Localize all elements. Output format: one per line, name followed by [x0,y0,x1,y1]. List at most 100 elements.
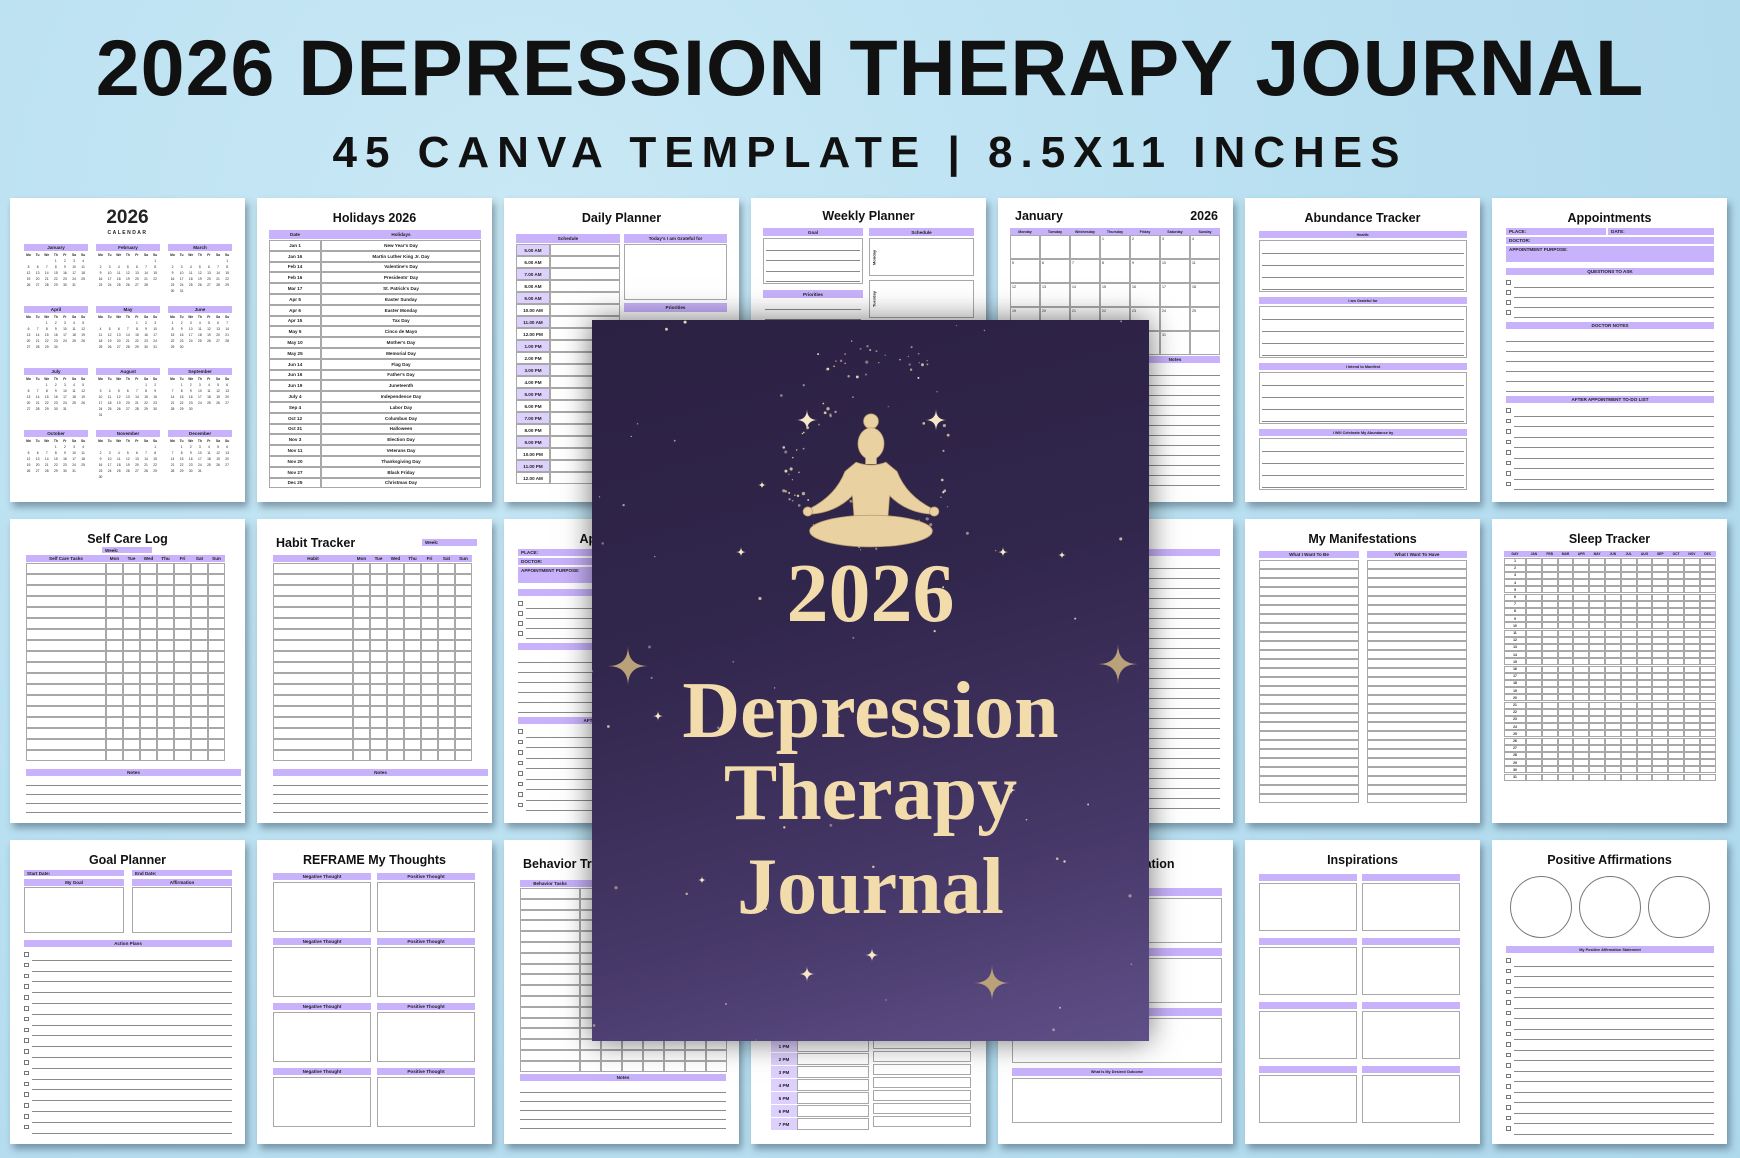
sparkle-dot [798,471,800,474]
checkbox[interactable] [24,1027,29,1033]
sleep-cell [1668,607,1684,616]
checkbox[interactable] [24,952,29,957]
calendar-day: 16 [188,457,193,461]
checkbox[interactable] [1506,1084,1511,1089]
sparkle-dot [1074,617,1077,620]
checkbox[interactable] [24,1114,29,1119]
checkbox[interactable] [518,771,523,776]
writing-cell [1367,713,1467,722]
sleep-cell [1668,694,1684,702]
checkbox[interactable] [1506,1000,1511,1005]
checkbox[interactable] [518,802,523,807]
sparkle-dot [852,396,854,398]
checkbox[interactable] [24,1016,29,1022]
calendar-day: 1 [45,383,48,387]
checkbox[interactable] [1506,418,1511,423]
checkbox[interactable] [518,760,523,765]
checkbox[interactable] [24,1103,29,1108]
sleep-cell [1699,715,1716,724]
checkbox[interactable] [518,631,523,636]
checkbox[interactable] [1506,408,1511,413]
checkbox[interactable] [518,729,523,734]
calendar-day: 12 [198,271,202,275]
checkbox[interactable] [1506,450,1511,455]
checkbox[interactable] [1506,280,1511,285]
checkbox[interactable] [1506,471,1511,476]
checkbox[interactable] [24,984,29,989]
sleep-cell [1636,701,1653,709]
checkbox[interactable] [1506,979,1511,984]
calendar-day: 29 [44,407,49,411]
checkbox[interactable] [1506,290,1511,295]
weekday-label: Fr [207,438,211,443]
checkbox[interactable] [518,750,523,755]
checkbox[interactable] [1506,958,1511,963]
check-cell [140,706,157,717]
sleep-cell [1636,737,1653,745]
calendar-day: 19 [198,277,202,281]
calendar-day: 22 [44,401,49,405]
check-cell [455,750,472,761]
checkbox[interactable] [1506,460,1511,465]
checkbox[interactable] [518,739,523,744]
checkbox[interactable] [1506,968,1511,973]
calendar-day: 13 [216,327,220,331]
checkbox[interactable] [1506,481,1511,486]
calendar-day: 30 [63,469,67,473]
checkbox[interactable] [1506,1010,1511,1015]
checkbox[interactable] [24,1038,29,1043]
checkbox[interactable] [518,781,523,786]
calendar-day: 17 [98,401,103,405]
calendar-day: 8 [45,327,48,331]
schedule-header: Schedule [869,228,974,236]
writing-cell [1367,614,1467,623]
checkbox[interactable] [1506,310,1511,315]
checkbox[interactable] [1506,989,1511,994]
checkbox[interactable] [1506,1031,1511,1036]
sleep-cell [1526,651,1542,659]
checkbox[interactable] [24,1124,29,1130]
sleep-cell [1557,672,1574,680]
check-cell [106,695,123,706]
checkbox[interactable] [24,1070,29,1076]
sparkle-dot [946,433,950,437]
checkbox[interactable] [24,1060,29,1065]
checkbox[interactable] [1506,1105,1511,1110]
week-field: Week: [102,547,152,553]
check-cell [123,706,140,717]
check-cell [353,717,370,728]
sparkle-dot [965,531,969,535]
checkbox[interactable] [1506,1073,1511,1078]
holiday-date: May 25 [269,348,321,359]
checkbox[interactable] [1506,1021,1511,1026]
checkbox[interactable] [1506,300,1511,305]
checkbox[interactable] [518,792,523,797]
checkbox[interactable] [24,995,29,1000]
checkbox[interactable] [1506,1115,1511,1120]
check-cell [353,563,370,574]
writing-cell [1259,776,1359,785]
checkbox[interactable] [24,1006,29,1011]
weekday-label: Mo [170,438,175,443]
holiday-date: Mar 17 [269,283,321,294]
sparkle-dot [1063,860,1066,863]
checkbox[interactable] [1506,439,1511,444]
checkbox[interactable] [1506,1052,1511,1057]
checkbox[interactable] [1506,1126,1511,1131]
sleep-cell [1636,643,1653,652]
checkbox[interactable] [24,973,29,979]
checkbox[interactable] [24,1049,29,1054]
checkbox[interactable] [518,621,523,626]
checkbox[interactable] [24,1092,29,1097]
checkbox[interactable] [1506,1094,1511,1099]
checkbox[interactable] [1506,1063,1511,1068]
checkbox[interactable] [1506,429,1511,434]
checkbox[interactable] [518,611,523,616]
sleep-cell [1636,586,1653,594]
checkbox[interactable] [24,1081,29,1087]
calendar-day: 4 [208,383,210,387]
checkbox[interactable] [1506,1042,1511,1047]
checkbox[interactable] [24,962,29,968]
check-cell [123,629,140,640]
checkbox[interactable] [518,601,523,606]
